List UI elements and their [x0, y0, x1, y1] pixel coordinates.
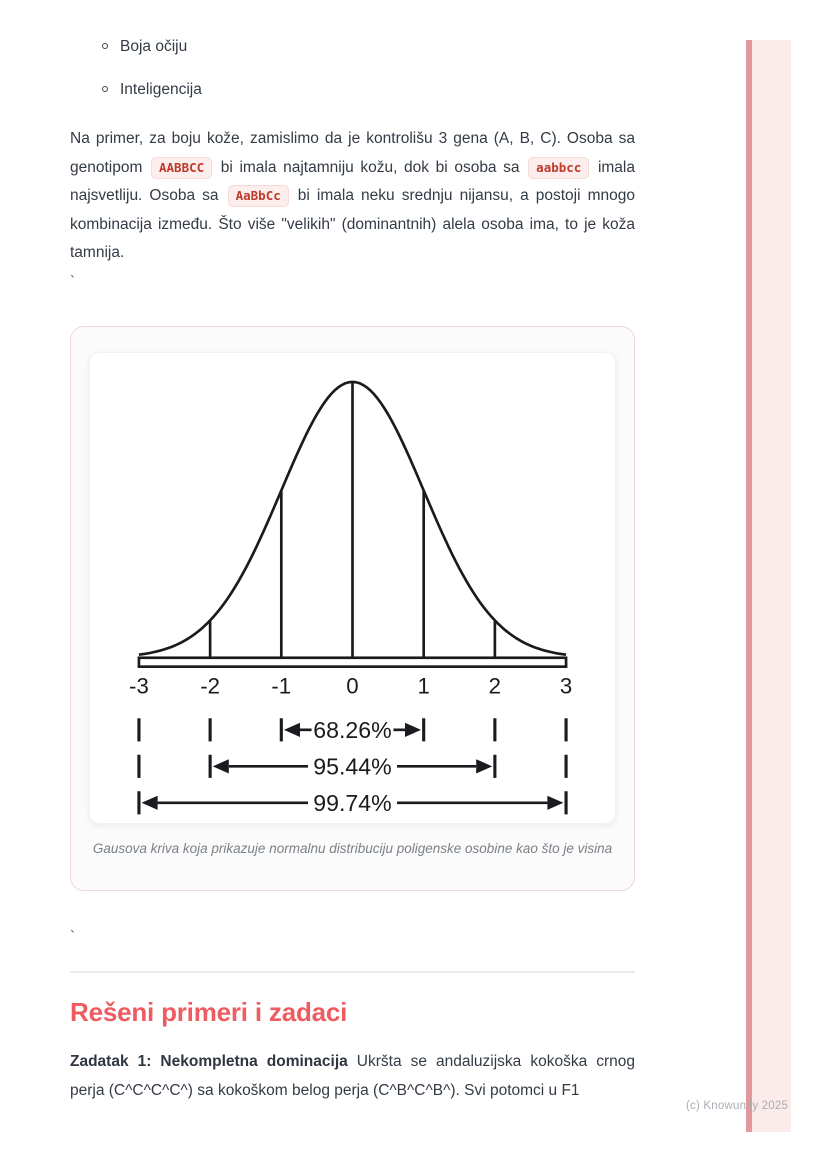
- copyright-watermark: (c) Knowunity 2025: [686, 1100, 789, 1112]
- axis-tick-label: 0: [346, 673, 358, 698]
- percent-label: 95.44%: [313, 753, 391, 779]
- axis-tick-label: -1: [271, 673, 291, 698]
- figure-caption: Gausova kriva koja prikazuje normalnu di…: [92, 841, 613, 857]
- percent-label: 99.74%: [313, 789, 391, 815]
- list-item: Inteligencija: [70, 79, 635, 101]
- genotype-code-chip: AaBbCc: [227, 185, 289, 207]
- annotation-row-68: 68.26%: [137, 716, 568, 742]
- body-text: bi imala neku srednju nijansu, a postoji…: [70, 187, 636, 261]
- page-edge-accent-line: [746, 40, 752, 1132]
- normal-distribution-plot: -3 -2 -1 0 1 2 3 68.26%: [89, 351, 616, 825]
- circle-bullet-icon: [102, 43, 108, 49]
- body-text: imala najsvetliju. Osoba sa: [70, 158, 635, 205]
- list-item: Boja očiju: [70, 36, 635, 58]
- section-heading: Rešeni primeri i zadaci: [70, 997, 348, 1028]
- bullet-list: Boja očiju Inteligencija: [70, 36, 635, 101]
- arrow-left-icon: [212, 758, 229, 773]
- arrow-right-icon: [405, 722, 422, 737]
- body-text: Ukršta se andaluzijska kokoška crnog per…: [70, 1053, 635, 1099]
- axis-tick-label: -3: [129, 673, 149, 698]
- paragraph-zadatak-1: Zadatak 1: Nekompletna dominacija Ukršta…: [70, 1048, 635, 1105]
- arrow-left-icon: [283, 722, 300, 737]
- body-text: bi imala najtamniju kožu, dok bi osoba s…: [214, 158, 527, 176]
- annotation-row-99: 99.74%: [137, 789, 568, 815]
- paragraph-polygenic-skin: Na primer, za boju kože, zamislimo da je…: [70, 125, 635, 268]
- page-edge-accent-band: [752, 40, 791, 1132]
- stray-backtick: `: [70, 928, 75, 946]
- axis-tick-label: 1: [418, 673, 430, 698]
- task-title: Zadatak 1: Nekompletna dominacija: [70, 1053, 348, 1071]
- arrow-right-icon: [476, 758, 493, 773]
- axis-baseline-box: [137, 655, 568, 668]
- axis-tick-label: -2: [200, 673, 220, 698]
- axis-tick-label: 2: [489, 673, 501, 698]
- percent-label: 68.26%: [313, 716, 391, 742]
- stray-backtick: `: [70, 272, 75, 290]
- content-column: Boja očiju Inteligencija Na primer, za b…: [70, 0, 635, 1105]
- genotype-code-chip: aabbcc: [528, 156, 590, 179]
- genotype-code-chip: AABBCC: [151, 156, 213, 179]
- arrow-right-icon: [547, 795, 564, 810]
- bell-curve-chart: -3 -2 -1 0 1 2 3 68.26%: [129, 380, 572, 815]
- circle-bullet-icon: [102, 86, 108, 92]
- list-item-label: Boja očiju: [120, 38, 188, 55]
- body-text: Na primer, za boju kože, zamislimo da je…: [70, 130, 635, 176]
- list-item-label: Inteligencija: [120, 81, 202, 98]
- figure-card: -3 -2 -1 0 1 2 3 68.26%: [70, 325, 635, 892]
- axis-tick-label: 3: [560, 673, 572, 698]
- section-divider: [70, 971, 635, 974]
- arrow-left-icon: [141, 795, 158, 810]
- annotation-row-95: 95.44%: [137, 753, 568, 779]
